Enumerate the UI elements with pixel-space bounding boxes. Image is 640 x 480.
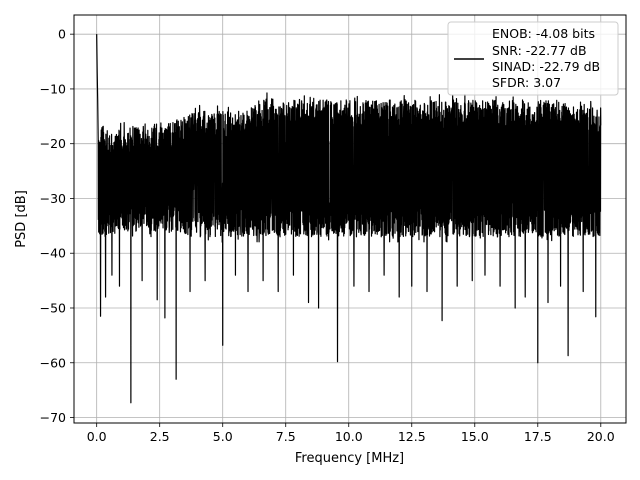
x-tick-label: 0.0 — [87, 429, 107, 444]
y-tick-label: −30 — [40, 191, 66, 206]
x-axis-label: Frequency [MHz] — [295, 451, 404, 466]
legend-enob-text: ENOB: -4.08 bits — [492, 26, 595, 41]
x-tick-label: 7.5 — [276, 429, 296, 444]
x-tick-label: 2.5 — [150, 429, 170, 444]
y-tick-label: −40 — [40, 246, 66, 261]
x-tick-label: 15.0 — [461, 429, 489, 444]
y-axis-label: PSD [dB] — [14, 190, 29, 248]
y-tick-label: −60 — [40, 355, 66, 370]
y-tick-label: −10 — [40, 81, 66, 96]
x-tick-label: 12.5 — [398, 429, 426, 444]
x-tick-label: 20.0 — [587, 429, 615, 444]
y-axis-ticks: 0 −10 −20 −30 −40 −50 −60 −70 — [40, 27, 74, 425]
legend-sfdr-text: SFDR: 3.07 — [492, 75, 561, 90]
y-tick-label: −70 — [40, 410, 66, 425]
x-tick-label: 10.0 — [335, 429, 363, 444]
legend-box — [447, 21, 619, 96]
psd-trace — [96, 34, 602, 404]
y-tick-label: −20 — [40, 136, 66, 151]
plot-frame — [73, 14, 627, 424]
psd-series-line — [96, 34, 602, 404]
y-tick-label: 0 — [58, 27, 66, 42]
legend-sinad-text: SINAD: -22.79 dB — [492, 59, 600, 74]
y-tick-label: −50 — [40, 300, 66, 315]
legend-snr-text: SNR: -22.77 dB — [492, 43, 587, 58]
x-tick-label: 5.0 — [213, 429, 233, 444]
legend: ENOB: -4.08 bits SNR: -22.77 dB SINAD: -… — [447, 21, 619, 96]
x-axis-ticks: 0.0 2.5 5.0 7.5 10.0 12.5 15.0 17.5 20.0 — [87, 423, 615, 444]
x-tick-label: 17.5 — [524, 429, 552, 444]
